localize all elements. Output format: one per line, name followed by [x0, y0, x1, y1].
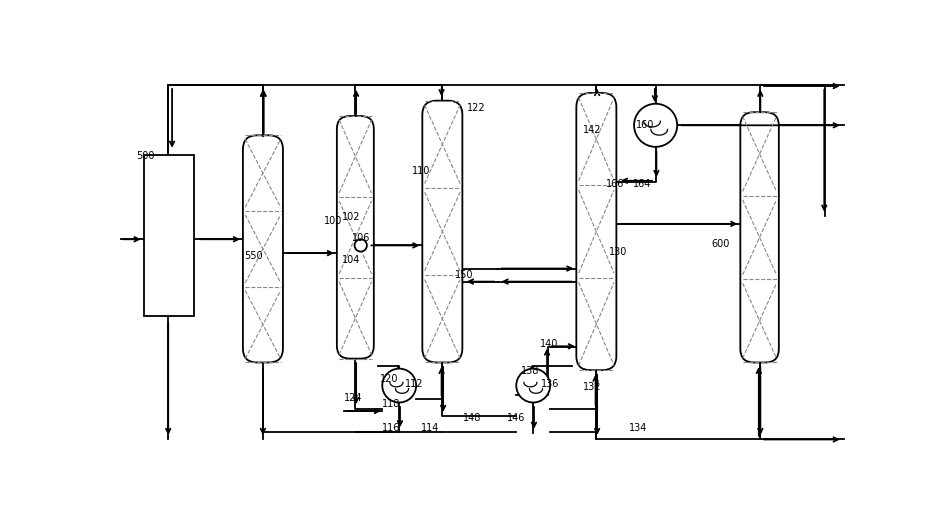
Text: 116: 116	[382, 423, 400, 433]
Text: 124: 124	[344, 393, 362, 403]
Text: 112: 112	[405, 379, 424, 390]
Text: 132: 132	[582, 382, 600, 392]
Text: 164: 164	[632, 179, 650, 189]
Circle shape	[633, 104, 677, 147]
Text: 120: 120	[379, 374, 398, 384]
Text: 100: 100	[324, 216, 342, 226]
Text: 166: 166	[605, 179, 623, 189]
Text: 136: 136	[540, 379, 559, 390]
Text: 160: 160	[635, 120, 654, 130]
Text: 106: 106	[351, 233, 369, 243]
Text: 122: 122	[466, 103, 485, 113]
Circle shape	[382, 369, 415, 402]
Text: 146: 146	[507, 413, 525, 423]
Text: 102: 102	[341, 212, 360, 222]
Text: 500: 500	[136, 151, 154, 161]
Text: 134: 134	[628, 423, 647, 433]
Circle shape	[354, 239, 366, 252]
Text: 138: 138	[520, 366, 539, 376]
FancyBboxPatch shape	[336, 116, 374, 358]
Text: 550: 550	[244, 251, 262, 261]
Text: 110: 110	[411, 166, 430, 176]
Text: 150: 150	[454, 270, 473, 280]
Text: 140: 140	[540, 339, 558, 349]
FancyBboxPatch shape	[576, 93, 615, 370]
Circle shape	[515, 369, 549, 402]
Bar	[143, 154, 194, 316]
Text: 118: 118	[382, 399, 400, 409]
Text: 142: 142	[582, 125, 600, 135]
Text: 600: 600	[710, 239, 729, 249]
Text: 104: 104	[341, 255, 360, 265]
Text: 130: 130	[609, 247, 627, 257]
Text: 114: 114	[420, 423, 439, 433]
FancyBboxPatch shape	[243, 135, 282, 363]
FancyBboxPatch shape	[422, 100, 462, 363]
FancyBboxPatch shape	[739, 112, 778, 363]
Text: 148: 148	[463, 413, 481, 423]
